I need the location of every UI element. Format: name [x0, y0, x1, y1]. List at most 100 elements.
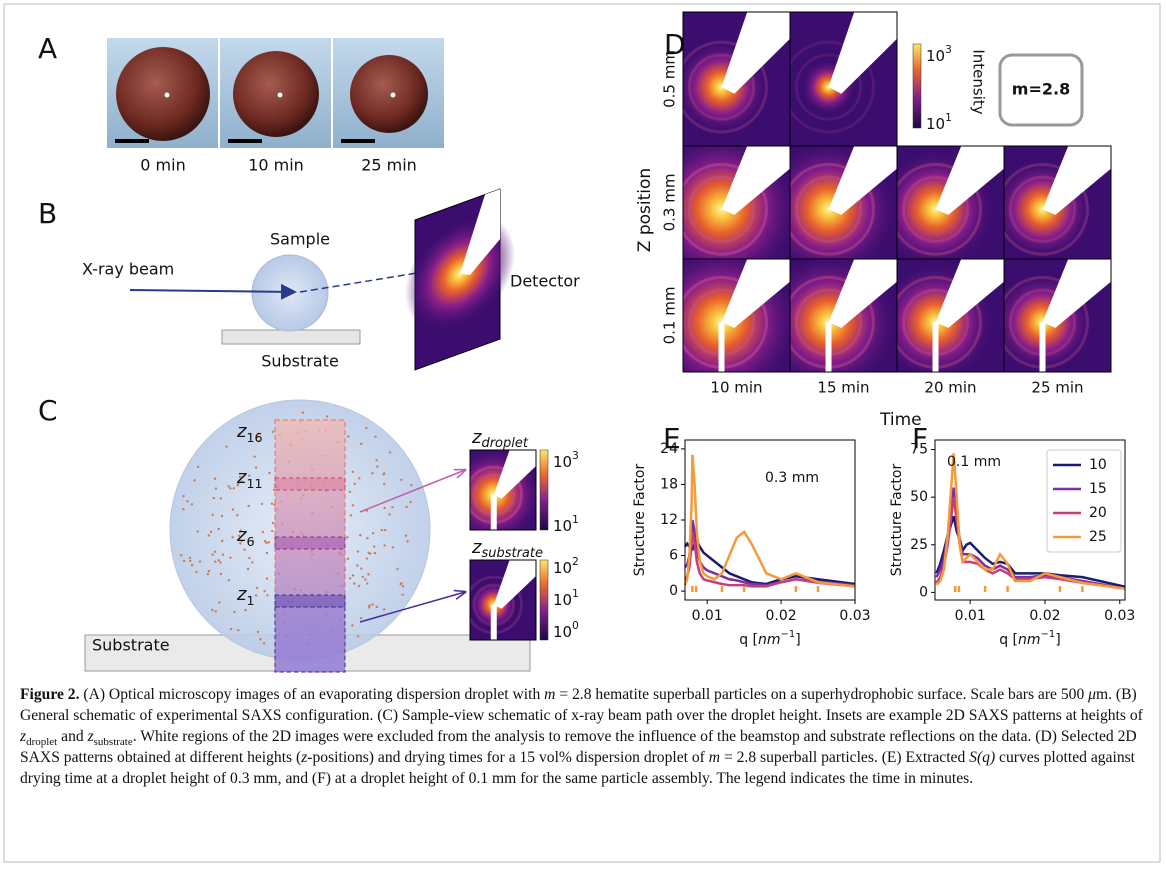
- colorbar-tick-small: 1: [572, 514, 579, 526]
- particle: [270, 529, 274, 533]
- particle: [356, 635, 360, 638]
- y-tick-label: 18: [660, 476, 678, 492]
- particle: [351, 624, 354, 627]
- particle: [260, 502, 264, 506]
- height-label: z1: [236, 584, 254, 608]
- particle: [366, 536, 369, 540]
- particle: [211, 513, 214, 517]
- particle: [196, 465, 200, 469]
- height-label: z16: [236, 421, 262, 445]
- beamstop: [460, 189, 500, 275]
- saxs-image: [470, 560, 536, 640]
- particle: [271, 430, 275, 433]
- particle: [371, 472, 374, 475]
- y-tick-label: 6: [669, 548, 678, 564]
- colorbar-tick-small: 1: [572, 588, 579, 600]
- beamstop: [721, 12, 790, 94]
- inset-title-sub: substrate: [481, 546, 543, 561]
- beamstop-stripe: [490, 604, 497, 640]
- particle: [391, 546, 395, 549]
- particle: [190, 503, 194, 506]
- particle: [375, 605, 378, 609]
- particle: [410, 483, 413, 487]
- particle: [254, 466, 258, 469]
- beamstop: [1042, 146, 1111, 215]
- beamstop: [935, 146, 1004, 215]
- particle: [195, 570, 198, 574]
- particle: [246, 567, 250, 571]
- x-tick-label: 0.02: [1029, 608, 1060, 624]
- particle: [239, 529, 243, 532]
- saxs-ring: [1004, 162, 1089, 256]
- beamstop: [828, 12, 897, 94]
- particle: [375, 458, 378, 462]
- particle: [400, 582, 403, 585]
- particle: [251, 540, 255, 543]
- particle: [237, 629, 240, 632]
- beamstop-stripe: [490, 494, 497, 530]
- saxs-image: [683, 146, 790, 259]
- colorbar-tick: 101: [553, 588, 579, 609]
- y-tick-label: 25: [910, 537, 928, 553]
- y-tick-label: 12: [660, 512, 678, 528]
- saxs-frame: [1003, 258, 1112, 373]
- colorbar-tick-base: 10: [553, 559, 572, 577]
- particle: [361, 575, 365, 579]
- particle: [405, 505, 408, 509]
- colorbar-tick-base: 10: [553, 591, 572, 609]
- caption-text: curves plotted against drying time at a …: [20, 749, 1136, 787]
- beamstop-stripe: [1039, 322, 1046, 372]
- particle: [404, 534, 408, 537]
- particle: [267, 541, 271, 544]
- particle: [248, 474, 251, 477]
- particle: [401, 585, 405, 588]
- particle: [214, 487, 218, 490]
- beamstop: [1042, 259, 1111, 328]
- column-label: 25 min: [1031, 379, 1083, 397]
- particle: [239, 542, 242, 545]
- column-label: 20 min: [924, 379, 976, 397]
- particle: [272, 488, 276, 491]
- particle: [265, 541, 268, 545]
- particle: [232, 487, 236, 490]
- x-axis-label-part: q [: [999, 632, 1018, 648]
- legend-label: 25: [1089, 529, 1107, 545]
- saxs-image: [790, 146, 897, 259]
- particle: [325, 415, 329, 418]
- particle: [190, 563, 194, 567]
- sample-shape: [251, 254, 329, 332]
- particle: [265, 551, 269, 555]
- particle: [353, 582, 356, 585]
- particle: [259, 638, 262, 641]
- particle: [346, 557, 350, 561]
- particle: [359, 533, 362, 537]
- axis-label: Z position: [635, 168, 655, 252]
- height-label-small: 11: [246, 476, 262, 491]
- saxs-ring: [687, 53, 756, 121]
- saxs-ring: [790, 40, 875, 134]
- height-label-small: 1: [246, 593, 254, 608]
- colorbar-tick: 103: [553, 450, 579, 471]
- particle: [237, 482, 240, 485]
- caption-text: S(q): [969, 749, 996, 766]
- inset-title: zdroplet: [471, 427, 529, 451]
- saxs-ring: [683, 162, 768, 256]
- particle: [255, 586, 259, 590]
- x-tick-label: 0.03: [1104, 608, 1135, 624]
- particle: [219, 561, 222, 564]
- particle: [186, 499, 189, 503]
- particle: [351, 470, 355, 474]
- particle: [207, 534, 211, 537]
- height-label-small: 16: [246, 430, 262, 445]
- particle: [365, 557, 369, 560]
- colorbar: [539, 559, 549, 641]
- caption-text: μ: [1088, 686, 1096, 703]
- particle: [366, 582, 369, 585]
- particle: [373, 551, 377, 555]
- inset-title-base: z: [471, 427, 482, 448]
- x-axis-label-part: q [: [739, 632, 758, 648]
- droplet-photo: [116, 47, 210, 141]
- particle: [356, 564, 359, 567]
- y-tick-label: 75: [910, 442, 928, 458]
